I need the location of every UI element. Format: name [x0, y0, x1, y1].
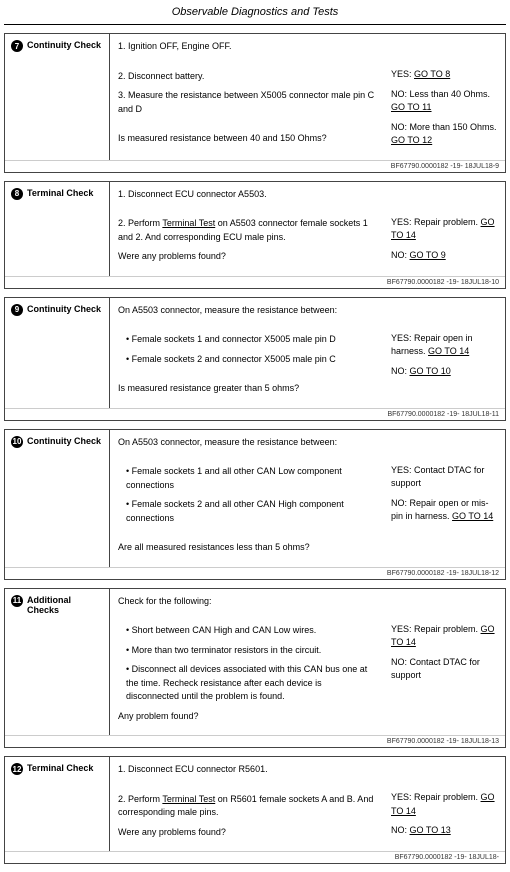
result-line: YES: Repair problem. GO TO 14: [391, 216, 499, 243]
result-line: NO: More than 150 Ohms. GO TO 12: [391, 121, 499, 148]
instruction-line: 3. Measure the resistance between X5005 …: [118, 89, 377, 116]
step-results: YES: Repair open in harness. GO TO 14 NO:…: [385, 298, 505, 408]
step-number-badge: 12: [11, 763, 23, 775]
goto-link[interactable]: GO TO 14: [452, 511, 493, 521]
diagnostic-step: 8 Terminal Check 1. Disconnect ECU connect…: [4, 181, 506, 289]
result-line: YES: GO TO 8: [391, 68, 499, 82]
instruction-line: Are all measured resistances less than 5…: [118, 541, 377, 555]
instruction-line: Short between CAN High and CAN Low wires…: [118, 624, 377, 638]
step-results: YES: Repair problem. GO TO 14 NO: GO TO 9: [385, 182, 505, 276]
goto-link[interactable]: GO TO 10: [410, 366, 451, 376]
goto-link[interactable]: GO TO 12: [391, 135, 432, 145]
result-line: NO: Contact DTAC for support: [391, 656, 499, 683]
instruction-line: 2. Perform Terminal Test on A5503 connec…: [118, 217, 377, 244]
page-title: Observable Diagnostics and Tests: [0, 0, 510, 24]
instruction-line: 1. Ignition OFF, Engine OFF.: [118, 40, 377, 54]
step-header: 8 Terminal Check: [5, 182, 110, 276]
step-instructions: Check for the following: Short between CA…: [110, 589, 385, 736]
instruction-line: 2. Perform Terminal Test on R5601 female…: [118, 793, 377, 820]
result-line: YES: Repair problem. GO TO 14: [391, 623, 499, 650]
step-instructions: On A5503 connector, measure the resistan…: [110, 298, 385, 408]
instruction-line: Female sockets 2 and connector X5005 mal…: [118, 353, 377, 367]
result-line: YES: Contact DTAC for support: [391, 464, 499, 491]
step-number-badge: 9: [11, 304, 23, 316]
steps-container: 7 Continuity Check 1. Ignition OFF, Engine…: [0, 33, 510, 864]
step-number-badge: 10: [11, 436, 23, 448]
instruction-line: Female sockets 1 and connector X5005 mal…: [118, 333, 377, 347]
result-line: NO: GO TO 13: [391, 824, 499, 838]
diagnostic-step: 9 Continuity Check On A5503 connector, mea…: [4, 297, 506, 421]
goto-link[interactable]: GO TO 8: [414, 69, 450, 79]
step-number-badge: 8: [11, 188, 23, 200]
step-header: 11 Additional Checks: [5, 589, 110, 736]
step-label: Continuity Check: [27, 40, 101, 50]
instruction-line: Any problem found?: [118, 710, 377, 724]
goto-link[interactable]: GO TO 14: [391, 792, 495, 816]
goto-link[interactable]: GO TO 14: [391, 217, 495, 241]
step-instructions: 1. Ignition OFF, Engine OFF. 2. Disconnec…: [110, 34, 385, 160]
step-footer-ref: BF67790.0000182 -19- 18JUL18-9: [5, 160, 505, 172]
inline-link[interactable]: Terminal Test: [162, 218, 215, 228]
step-label: Continuity Check: [27, 304, 101, 314]
instruction-line: Is measured resistance between 40 and 15…: [118, 132, 377, 146]
step-label: Terminal Check: [27, 763, 93, 773]
step-results: YES: Contact DTAC for support NO: Repair …: [385, 430, 505, 567]
step-instructions: 1. Disconnect ECU connector R5601. 2. Per…: [110, 757, 385, 851]
goto-link[interactable]: GO TO 14: [391, 624, 495, 648]
step-header: 10 Continuity Check: [5, 430, 110, 567]
step-instructions: On A5503 connector, measure the resistan…: [110, 430, 385, 567]
step-footer-ref: BF67790.0000182 -19- 18JUL18-11: [5, 408, 505, 420]
result-line: YES: Repair open in harness. GO TO 14: [391, 332, 499, 359]
goto-link[interactable]: GO TO 9: [410, 250, 446, 260]
result-line: NO: Repair open or mis-pin in harness. G…: [391, 497, 499, 524]
goto-link[interactable]: GO TO 14: [428, 346, 469, 356]
step-results: YES: Repair problem. GO TO 14 NO: Contact…: [385, 589, 505, 736]
step-number-badge: 11: [11, 595, 23, 607]
step-results: YES: Repair problem. GO TO 14 NO: GO TO 1…: [385, 757, 505, 851]
instruction-line: Female sockets 2 and all other CAN High …: [118, 498, 377, 525]
diagnostic-step: 12 Terminal Check 1. Disconnect ECU connec…: [4, 756, 506, 864]
goto-link[interactable]: GO TO 11: [391, 102, 432, 112]
instruction-line: 1. Disconnect ECU connector R5601.: [118, 763, 377, 777]
step-footer-ref: BF67790.0000182 -19- 18JUL18-12: [5, 567, 505, 579]
step-footer-ref: BF67790.0000182 -19- 18JUL18-13: [5, 735, 505, 747]
instruction-line: Disconnect all devices associated with t…: [118, 663, 377, 704]
result-line: NO: Less than 40 Ohms. GO TO 11: [391, 88, 499, 115]
goto-link[interactable]: GO TO 13: [410, 825, 451, 835]
instruction-line: On A5503 connector, measure the resistan…: [118, 304, 377, 318]
instruction-line: Is measured resistance greater than 5 oh…: [118, 382, 377, 396]
instruction-line: More than two terminator resistors in th…: [118, 644, 377, 658]
instruction-line: 2. Disconnect battery.: [118, 70, 377, 84]
diagnostic-step: 11 Additional Checks Check for the followi…: [4, 588, 506, 749]
instruction-line: On A5503 connector, measure the resistan…: [118, 436, 377, 450]
diagnostic-step: 10 Continuity Check On A5503 connector, me…: [4, 429, 506, 580]
step-label: Continuity Check: [27, 436, 101, 446]
result-line: NO: GO TO 10: [391, 365, 499, 379]
step-header: 9 Continuity Check: [5, 298, 110, 408]
step-header: 7 Continuity Check: [5, 34, 110, 160]
inline-link[interactable]: Terminal Test: [162, 794, 215, 804]
result-line: NO: GO TO 9: [391, 249, 499, 263]
step-footer-ref: BF67790.0000182 -19- 18JUL18-: [5, 851, 505, 863]
instruction-line: 1. Disconnect ECU connector A5503.: [118, 188, 377, 202]
instruction-line: Were any problems found?: [118, 826, 377, 840]
step-label: Additional Checks: [27, 595, 103, 615]
step-instructions: 1. Disconnect ECU connector A5503. 2. Per…: [110, 182, 385, 276]
instruction-line: Check for the following:: [118, 595, 377, 609]
step-number-badge: 7: [11, 40, 23, 52]
title-rule: [4, 24, 506, 25]
instruction-line: Were any problems found?: [118, 250, 377, 264]
step-label: Terminal Check: [27, 188, 93, 198]
step-header: 12 Terminal Check: [5, 757, 110, 851]
step-footer-ref: BF67790.0000182 -19- 18JUL18-10: [5, 276, 505, 288]
instruction-line: Female sockets 1 and all other CAN Low c…: [118, 465, 377, 492]
diagnostic-step: 7 Continuity Check 1. Ignition OFF, Engine…: [4, 33, 506, 173]
step-results: YES: GO TO 8 NO: Less than 40 Ohms. GO TO…: [385, 34, 505, 160]
result-line: YES: Repair problem. GO TO 14: [391, 791, 499, 818]
